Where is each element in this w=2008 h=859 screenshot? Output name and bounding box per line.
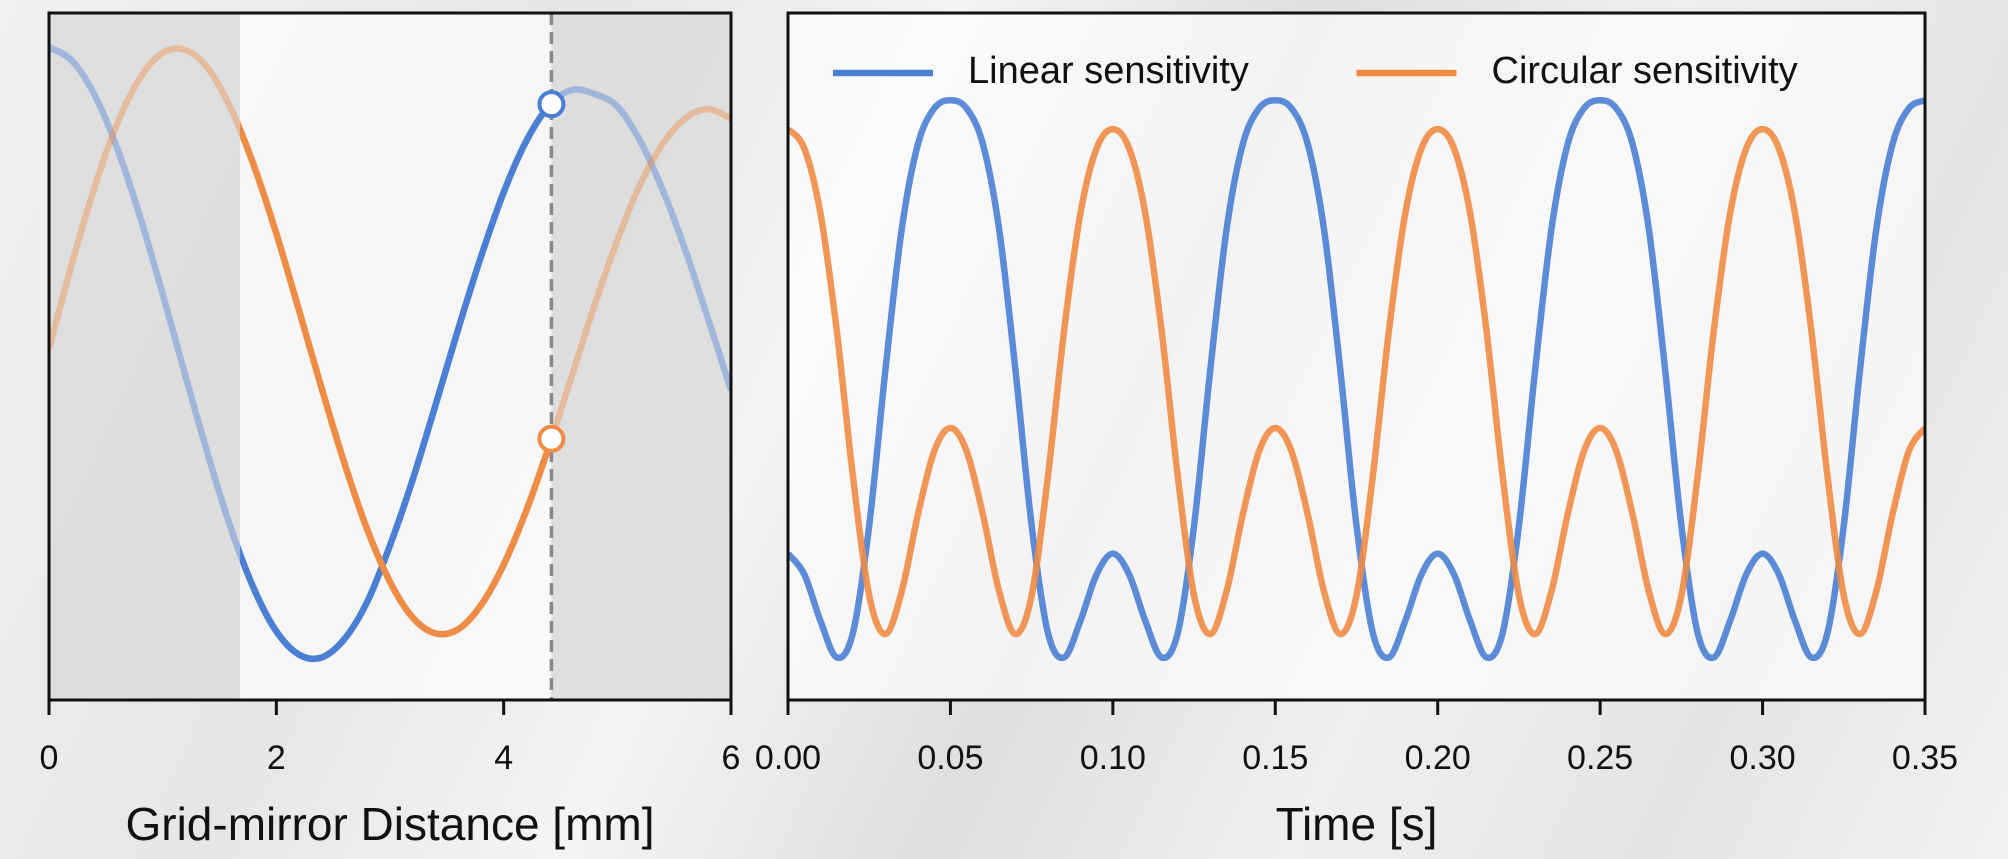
x-tick-label: 0.05 [917, 739, 983, 777]
series-line [239, 120, 552, 638]
x-tick-label: 0.20 [1405, 739, 1471, 777]
legend-label: Circular sensitivity [1492, 50, 1798, 92]
x-tick-label: 0.10 [1080, 739, 1146, 777]
legend-label: Linear sensitivity [968, 50, 1249, 92]
cursor-marker [537, 424, 566, 453]
highlight-group [239, 98, 552, 663]
shaded-region [551, 13, 731, 700]
series-line [788, 125, 1925, 638]
x-tick-label: 0.30 [1729, 739, 1795, 777]
shaded-region [49, 13, 240, 700]
x-tick-label: 4 [494, 739, 513, 777]
plot-frame [47, 11, 733, 702]
series-line [239, 98, 552, 663]
x-tick-label: 0.15 [1242, 739, 1308, 777]
x-axis-label: Grid-mirror Distance [mm] [125, 798, 654, 850]
x-tick-label: 0 [40, 739, 59, 777]
x-tick-label: 0.25 [1567, 739, 1633, 777]
cursor-marker [537, 90, 566, 119]
series-line [788, 96, 1925, 662]
x-tick-label: 6 [722, 739, 741, 777]
plot-frame [786, 11, 1927, 702]
x-axis-label: Time [s] [1276, 798, 1438, 850]
highlight-group [239, 120, 552, 638]
x-tick-label: 0.00 [755, 739, 821, 777]
x-tick-label: 0.35 [1892, 739, 1958, 777]
x-tick-label: 2 [267, 739, 286, 777]
